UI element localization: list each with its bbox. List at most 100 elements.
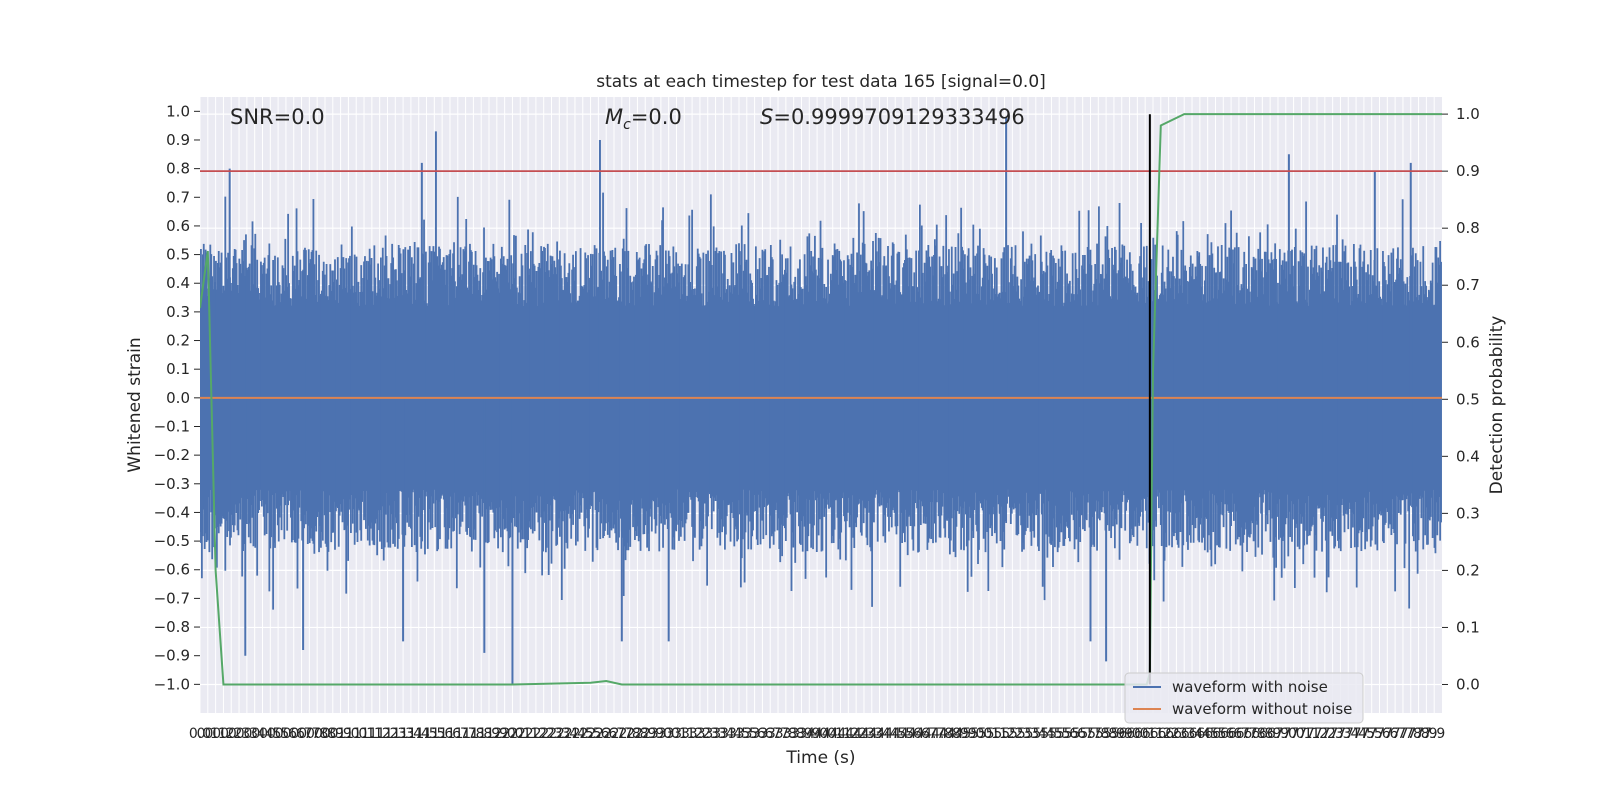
x-tick-label: 5.3 xyxy=(1009,726,1031,742)
x-tick-label: 3.2 xyxy=(689,726,711,742)
y-tick-label: 0.2 xyxy=(166,332,190,350)
x-tick-label: 6.8 xyxy=(1251,726,1273,742)
x-tick-label: 7.2 xyxy=(1314,726,1336,742)
x-tick-label: 5.2 xyxy=(993,726,1015,742)
x-tick-label: 4.6 xyxy=(908,726,930,742)
x-tick-label: 0.2 xyxy=(220,726,242,742)
x-axis: 0.00.10.10.20.20.30.30.40.40.50.50.60.60… xyxy=(189,726,1445,742)
x-tick-label: 4.7 xyxy=(915,726,937,742)
x-tick-label: 7.6 xyxy=(1376,726,1398,742)
y2-tick-label: 0.0 xyxy=(1456,675,1480,693)
annotation-mc-symbol: M xyxy=(605,105,623,129)
y-tick-label: −0.2 xyxy=(154,446,190,464)
x-tick-label: 5.2 xyxy=(1001,726,1023,742)
y-tick-label: 0.1 xyxy=(166,360,190,378)
x-tick-label: 2.3 xyxy=(548,726,570,742)
y-tick-label: 0.3 xyxy=(166,303,190,321)
x-tick-label: 2.4 xyxy=(564,726,586,742)
x-tick-label: 1.3 xyxy=(392,726,414,742)
y-tick-label: −0.1 xyxy=(154,417,190,435)
legend-box xyxy=(1124,672,1364,724)
x-tick-label: 3.8 xyxy=(775,726,797,742)
x-tick-label: 4.7 xyxy=(923,726,945,742)
y-tick-label: 0.4 xyxy=(166,274,190,292)
x-tick-label: 6.3 xyxy=(1165,726,1187,742)
y2-tick-label: 0.5 xyxy=(1456,390,1480,408)
x-tick-label: 1.8 xyxy=(462,726,484,742)
x-tick-label: 4.0 xyxy=(814,726,836,742)
x-tick-label: 5.0 xyxy=(962,726,984,742)
y-axis: −1.0 −0.9 −0.8 −0.7 −0.6 −0.5 −0.4 −0.3 −0.2 −0.1… xyxy=(154,102,200,693)
y-tick-label: −0.5 xyxy=(154,532,190,550)
x-tick-label: 7.0 xyxy=(1275,726,1297,742)
x-tick-label: 5.4 xyxy=(1025,726,1047,742)
x-tick-label: 6.6 xyxy=(1212,726,1234,742)
x-tick-label: 1.3 xyxy=(384,726,406,742)
x-tick-label: 2.4 xyxy=(556,726,578,742)
x-tick-label: 3.6 xyxy=(751,726,773,742)
x-tick-label: 3.5 xyxy=(728,726,750,742)
x-tick-label: 6.9 xyxy=(1259,726,1281,742)
y-tick-label: −1.0 xyxy=(154,675,190,693)
x-tick-label: 7.5 xyxy=(1361,726,1383,742)
y2-axis: 0.0 0.1 0.2 0.3 0.4 0.5 0.6 0.7 0.8 0.9 1.0 xyxy=(1442,105,1480,693)
y-tick-label: −0.4 xyxy=(154,503,190,521)
annotation-snr: SNR=0.0 xyxy=(230,105,325,129)
y2-tick-label: 0.7 xyxy=(1456,276,1480,294)
x-tick-label: 7.7 xyxy=(1384,726,1406,742)
annotation-s: S=0.9999709129333496 xyxy=(760,105,1025,129)
x-tick-label: 3.4 xyxy=(720,726,742,742)
x-tick-label: 4.6 xyxy=(900,726,922,742)
x-tick-label: 1.5 xyxy=(423,726,445,742)
x-tick-label: 6.7 xyxy=(1236,726,1258,742)
y2-tick-label: 0.8 xyxy=(1456,219,1480,237)
x-tick-label: 2.6 xyxy=(595,726,617,742)
y2-tick-label: 1.0 xyxy=(1456,105,1480,123)
x-tick-label: 0.1 xyxy=(204,726,226,742)
x-tick-label: 7.9 xyxy=(1423,726,1445,742)
x-tick-label: 2.2 xyxy=(533,726,555,742)
x-tick-label: 0.7 xyxy=(298,726,320,742)
x-tick-label: 3.5 xyxy=(736,726,758,742)
x-tick-label: 0.3 xyxy=(228,726,250,742)
x-tick-label: 4.2 xyxy=(837,726,859,742)
x-tick-label: 5.8 xyxy=(1087,726,1109,742)
y2-tick-label: 0.3 xyxy=(1456,504,1480,522)
y-tick-label: −0.6 xyxy=(154,561,190,579)
x-tick-label: 3.3 xyxy=(704,726,726,742)
legend-label: waveform with noise xyxy=(1172,678,1328,696)
x-tick-label: 0.9 xyxy=(322,726,344,742)
x-tick-label: 5.9 xyxy=(1103,726,1125,742)
x-tick-label: 1.2 xyxy=(369,726,391,742)
x-tick-label: 0.2 xyxy=(212,726,234,742)
x-tick-label: 2.9 xyxy=(642,726,664,742)
x-tick-label: 6.5 xyxy=(1197,726,1219,742)
x-tick-label: 0.1 xyxy=(197,726,219,742)
legend: waveform with noise waveform without nois… xyxy=(1124,672,1364,724)
y-axis-label: Whitened strain xyxy=(125,337,145,472)
x-tick-label: 5.9 xyxy=(1111,726,1133,742)
x-tick-label: 5.5 xyxy=(1040,726,1062,742)
x-tick-label: 3.8 xyxy=(783,726,805,742)
annotation-s-symbol: S xyxy=(760,105,773,129)
x-tick-label: 3.0 xyxy=(658,726,680,742)
x-tick-label: 4.4 xyxy=(876,726,898,742)
x-tick-label: 0.8 xyxy=(314,726,336,742)
x-tick-label: 1.8 xyxy=(470,726,492,742)
x-tick-label: 1.4 xyxy=(400,726,422,742)
x-tick-label: 3.3 xyxy=(697,726,719,742)
x-tick-label: 5.4 xyxy=(1032,726,1054,742)
x-tick-label: 0.5 xyxy=(267,726,289,742)
annotation-mc-subscript: c xyxy=(623,117,631,133)
x-tick-label: 0.4 xyxy=(244,726,266,742)
x-tick-label: 1.5 xyxy=(415,726,437,742)
x-tick-label: 7.7 xyxy=(1392,726,1414,742)
x-tick-label: 7.1 xyxy=(1290,726,1312,742)
y-tick-label: 0.6 xyxy=(166,217,190,235)
y2-tick-label: 0.6 xyxy=(1456,333,1480,351)
x-tick-label: 7.8 xyxy=(1407,726,1429,742)
x-tick-label: 1.7 xyxy=(454,726,476,742)
x-tick-label: 6.1 xyxy=(1134,726,1156,742)
x-tick-label: 0.9 xyxy=(329,726,351,742)
y-tick-label: 0.5 xyxy=(166,246,190,264)
